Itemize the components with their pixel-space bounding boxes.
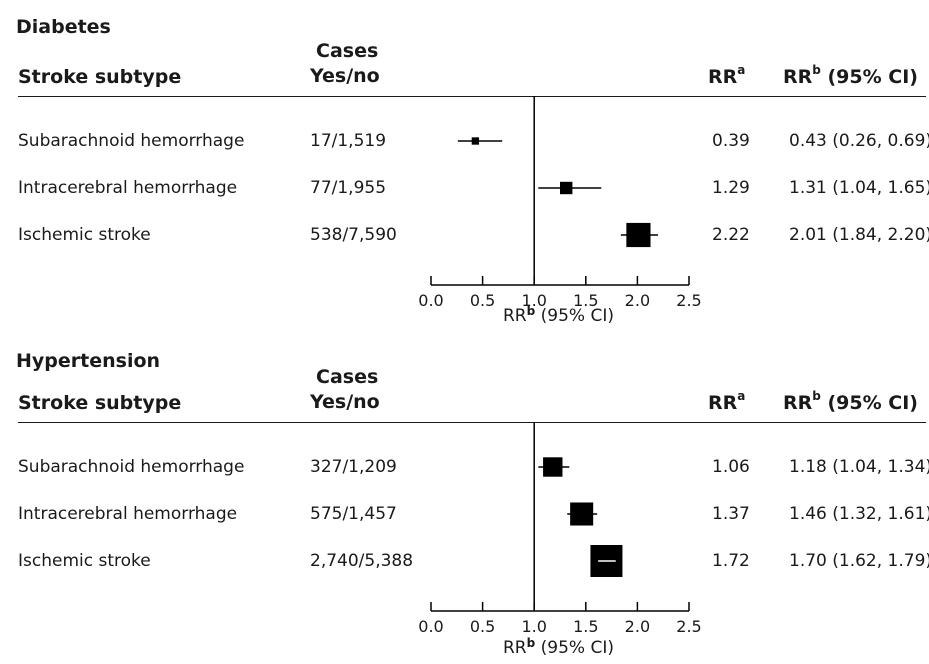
row-rr-a: 1.37 [712,504,750,524]
row-cases: 575/1,457 [310,504,397,524]
x-tick-label: 2.0 [625,617,650,636]
x-tick-label: 1.5 [573,291,598,310]
header-rr-b-ci: RRb (95% CI) [783,63,918,88]
point-estimate-marker [570,502,594,526]
row-rr-a: 1.29 [712,178,750,198]
header-stroke-subtype: Stroke subtype [18,392,182,414]
row-cases: 17/1,519 [310,131,387,151]
row-rr-a: 2.22 [712,225,750,245]
x-tick-label: 2.5 [676,291,701,310]
forest-plot: 0.0 0.5 1.0 1.5 2.0 2.5 [418,96,702,310]
x-axis-label: RRb (95% CI) [503,636,614,658]
panel-title: Hypertension [16,350,161,372]
header-rule [18,422,926,423]
row-cases: 2,740/5,388 [310,551,414,571]
row-rr-b-ci: 1.18 (1.04, 1.34) [789,457,929,477]
diabetes-forest-panel: Diabetes Stroke subtype Cases Yes/no RRa… [16,16,929,326]
forest-plot: 0.0 0.5 1.0 1.5 2.0 2.5 [418,422,702,636]
row-rr-a: 1.72 [712,551,750,571]
point-estimate-marker [543,457,563,477]
x-tick-label: 2.0 [625,291,650,310]
header-cases: Cases [316,366,379,388]
x-tick-label: 1.0 [521,291,546,310]
row-label: Intracerebral hemorrhage [18,504,238,524]
hypertension-forest-panel: Hypertension Stroke subtype Cases Yes/no… [0,332,929,664]
row-label: Subarachnoid hemorrhage [18,457,245,477]
panel-title: Diabetes [16,16,111,38]
header-rr-a: RRa [708,389,746,414]
x-tick-label: 0.0 [418,617,443,636]
row-rr-a: 1.06 [712,457,750,477]
row-label: Subarachnoid hemorrhage [18,131,245,151]
row-label: Ischemic stroke [18,225,151,245]
row-rr-b-ci: 2.01 (1.84, 2.20) [789,225,929,245]
row-rr-b-ci: 0.43 (0.26, 0.69) [789,131,929,151]
row-cases: 327/1,209 [310,457,397,477]
x-tick-label: 2.5 [676,617,701,636]
x-tick-label: 0.0 [418,291,443,310]
x-tick-label: 0.5 [470,291,495,310]
point-estimate-marker [471,137,480,145]
point-estimate-marker [559,181,573,195]
header-yes-no: Yes/no [310,391,380,413]
row-label: Intracerebral hemorrhage [18,178,238,198]
row-cases: 77/1,955 [310,178,387,198]
header-stroke-subtype: Stroke subtype [18,66,182,88]
header-cases: Cases [316,40,379,62]
row-cases: 538/7,590 [310,225,397,245]
row-rr-a: 0.39 [712,131,750,151]
header-rr-a: RRa [708,63,746,88]
point-estimate-marker [626,222,651,248]
row-rr-b-ci: 1.31 (1.04, 1.65) [789,178,929,198]
x-tick-label: 0.5 [470,617,495,636]
header-yes-no: Yes/no [310,65,380,87]
row-rr-b-ci: 1.46 (1.32, 1.61) [789,504,929,524]
x-axis-label: RRb (95% CI) [503,304,614,326]
x-tick-label: 1.5 [573,617,598,636]
x-tick-label: 1.0 [521,617,546,636]
row-label: Ischemic stroke [18,551,151,571]
header-rr-b-ci: RRb (95% CI) [783,389,918,414]
row-rr-b-ci: 1.70 (1.62, 1.79) [789,551,929,571]
header-rule [18,96,926,97]
